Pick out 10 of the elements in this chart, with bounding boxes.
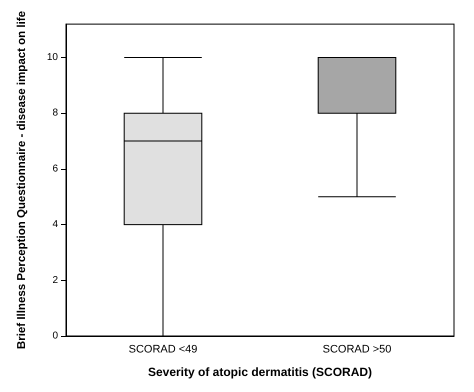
y-tick-label: 10 — [46, 52, 58, 63]
y-tick-label: 4 — [52, 219, 58, 230]
y-tick-label: 2 — [52, 274, 58, 286]
y-tick-label: 8 — [52, 108, 58, 119]
x-tick-label: SCORAD <49 — [128, 344, 198, 356]
y-tick-label: 0 — [52, 330, 58, 342]
y-tick-label: 6 — [52, 163, 58, 174]
y-axis-title: Brief Illness Perception Questionnaire - disease impact on life — [16, 10, 28, 350]
x-tick-label: SCORAD >50 — [322, 344, 392, 356]
x-axis-title: Severity of atopic dermatitis (SCORAD) — [148, 365, 372, 379]
